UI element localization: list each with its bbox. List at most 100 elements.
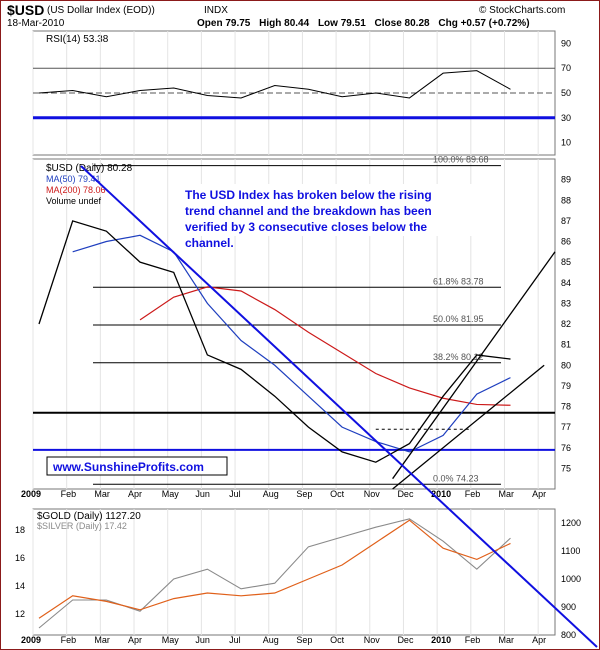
- legend-ma200: MA(200) 78.06: [46, 185, 106, 195]
- gold-ticks: 800 900 1000 1100 1200 12 14 16 18: [15, 518, 581, 640]
- price-tick-label: 87: [561, 216, 571, 226]
- price-ticks: 75 76 77 78 79 80 81 82 83 84 85 86 87 88 89: [561, 175, 571, 474]
- x-axis-ticks: 2009 2009 Feb Feb Mar Mar Apr Apr May May Jun Jun Ju…: [21, 489, 546, 645]
- x-tick-label: Mar: [94, 635, 110, 645]
- x-tick-label: Apr: [128, 489, 142, 499]
- channel-lower-line: [392, 364, 545, 490]
- legend-gold: $GOLD (Daily) 1127.20: [37, 511, 141, 522]
- silver-tick-label: 16: [15, 553, 25, 563]
- rsi-tick-label: 70: [561, 63, 571, 73]
- annotation-box: [179, 184, 501, 236]
- gold-panel-frame: [32, 508, 556, 636]
- x-tick-label: Apr: [532, 635, 546, 645]
- x-tick-label: Sep: [296, 489, 312, 499]
- price-tick-label: 82: [561, 319, 571, 329]
- website-label: www.SunshineProfits.com: [52, 460, 204, 474]
- price-tick-label: 78: [561, 402, 571, 412]
- x-tick-label: Aug: [263, 489, 279, 499]
- support-lines: [33, 411, 555, 451]
- symbol-title: $USD: [7, 2, 45, 18]
- x-tick-label: Jul: [229, 489, 241, 499]
- silver-tick-label: 14: [15, 581, 25, 591]
- gold-tick-label: 800: [561, 630, 576, 640]
- legend-silver: $SILVER (Daily) 17.42: [37, 521, 127, 531]
- fib-label: 50.0% 81.95: [433, 314, 484, 324]
- rsi-grid: [32, 31, 555, 155]
- fib-label: 61.8% 83.78: [433, 276, 484, 286]
- x-tick-label: Jun: [195, 635, 210, 645]
- x-tick-label: Feb: [61, 489, 77, 499]
- price-tick-label: 85: [561, 257, 571, 267]
- rsi-tick-label: 30: [561, 113, 571, 123]
- x-tick-label: Feb: [61, 635, 77, 645]
- trend-lines: [375, 251, 556, 490]
- close-value: Close 80.28: [374, 18, 430, 29]
- price-tick-label: 79: [561, 381, 571, 391]
- fibonacci-lines: 100.0% 89.68 61.8% 83.78 50.0% 81.95 38.2% …: [93, 155, 501, 485]
- x-tick-label: 2010: [431, 635, 451, 645]
- x-tick-label: May: [162, 635, 180, 645]
- ma50-line: [72, 234, 511, 453]
- x-tick-label: Feb: [465, 635, 481, 645]
- gold-silver-panel: 800 900 1000 1100 1200 12 14 16 18 $GOLD (Daily)…: [15, 508, 581, 640]
- exchange-label: INDX: [204, 5, 228, 16]
- x-tick-label: Aug: [263, 635, 279, 645]
- gold-tick-label: 900: [561, 602, 576, 612]
- legend-ma50: MA(50) 79.41: [46, 174, 101, 184]
- change-value: Chg +0.57 (+0.72%): [438, 18, 530, 29]
- x-tick-label: Mar: [498, 489, 514, 499]
- low-value: Low 79.51: [317, 18, 366, 29]
- x-tick-label: Oct: [330, 489, 345, 499]
- rsi-label: RSI(14) 53.38: [46, 34, 109, 45]
- x-tick-label: Apr: [128, 635, 142, 645]
- website-box: [46, 456, 228, 476]
- x-tick-label: Feb: [465, 489, 481, 499]
- silver-tick-label: 18: [15, 525, 25, 535]
- gold-line: [38, 519, 511, 619]
- price-tick-label: 76: [561, 443, 571, 453]
- x-tick-label: Sep: [296, 635, 312, 645]
- price-tick-label: 81: [561, 340, 571, 350]
- silver-tick-label: 12: [15, 609, 25, 619]
- symbol-name: (US Dollar Index (EOD)): [47, 5, 155, 16]
- x-tick-label: 2009: [21, 489, 41, 499]
- brand-label: © StockCharts.com: [479, 5, 566, 16]
- price-tick-label: 77: [561, 422, 571, 432]
- x-tick-label: Nov: [364, 489, 381, 499]
- x-tick-label: May: [162, 489, 180, 499]
- annotation-line: verified by 3 consecutive closes below t…: [185, 220, 427, 234]
- price-tick-label: 89: [561, 175, 571, 185]
- x-tick-label: Jun: [195, 489, 210, 499]
- rsi-tick-label: 50: [561, 88, 571, 98]
- rsi-panel: RSI(14) 53.38 10 30 50 70 90: [32, 30, 571, 156]
- x-tick-label: Nov: [364, 635, 381, 645]
- price-tick-label: 88: [561, 195, 571, 205]
- x-tick-label: Dec: [397, 635, 414, 645]
- x-tick-label: Dec: [397, 489, 414, 499]
- fib-label: 0.0% 74.23: [433, 473, 479, 483]
- rsi-tick-label: 10: [561, 138, 571, 148]
- x-tick-label: Apr: [532, 489, 546, 499]
- channel-upper-line: [392, 251, 556, 480]
- annotation-text: The USD Index has broken below the risin…: [185, 188, 432, 250]
- x-tick-label: Mar: [94, 489, 110, 499]
- legend-volume: Volume undef: [46, 196, 102, 206]
- price-tick-label: 84: [561, 278, 571, 288]
- price-tick-label: 80: [561, 360, 571, 370]
- ohlc-line: Open 79.75 High 80.44 Low 79.51 Close 80…: [197, 18, 536, 29]
- price-tick-label: 75: [561, 463, 571, 473]
- high-value: High 80.44: [259, 18, 310, 29]
- fib-label: 38.2% 80.12: [433, 352, 484, 362]
- price-tick-label: 83: [561, 298, 571, 308]
- rsi-tick-label: 90: [561, 38, 571, 48]
- usd-price-line: [38, 220, 511, 463]
- gold-grid: [32, 509, 539, 635]
- gold-tick-label: 1000: [561, 574, 581, 584]
- annotation-line: The USD Index has broken below the risin…: [185, 188, 432, 202]
- x-tick-label: 2009: [21, 635, 41, 645]
- annotation-line: channel.: [185, 236, 234, 250]
- x-tick-label: Mar: [498, 635, 514, 645]
- legend-usd: $USD (Daily) 80.28: [46, 163, 133, 174]
